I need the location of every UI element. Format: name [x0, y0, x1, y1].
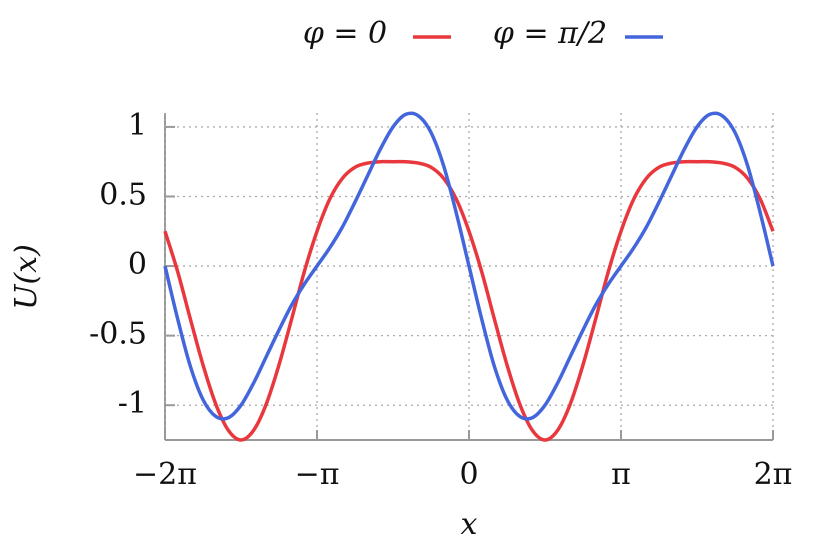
legend-label: φ = π/2: [493, 16, 607, 51]
y-axis-label: U(x): [9, 244, 44, 310]
x-tick-label: π: [611, 457, 631, 492]
x-tick-label: 2π: [754, 457, 793, 492]
y-tick-label: -1: [118, 386, 147, 421]
y-tick-label: 0: [128, 247, 147, 282]
y-tick-label: 1: [128, 108, 147, 143]
y-tick-label: -0.5: [89, 317, 147, 352]
x-axis-label: x: [461, 507, 478, 542]
x-tick-label: 0: [459, 457, 478, 492]
legend-label: φ = 0: [303, 16, 387, 51]
line-series: [163, 159, 775, 442]
x-tick-label: −π: [295, 457, 340, 492]
x-tick-label: −2π: [133, 457, 197, 492]
y-tick-label: 0.5: [99, 177, 147, 212]
line-series: [163, 111, 775, 421]
